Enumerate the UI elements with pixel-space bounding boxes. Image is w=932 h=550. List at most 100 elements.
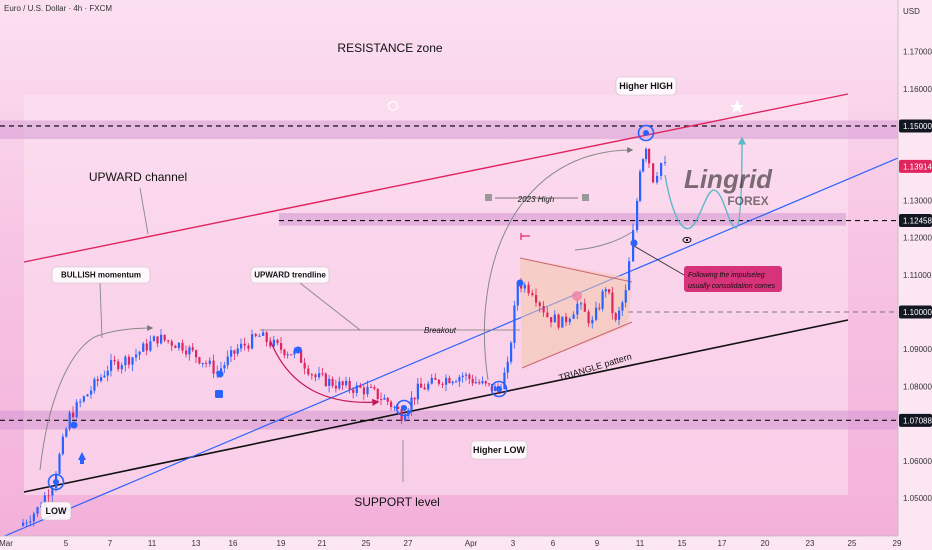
candle-body [149,341,152,351]
candle-body [568,318,571,323]
candle-body [163,334,166,341]
candle-body [307,368,310,375]
date-tick-label: 21 [318,539,327,548]
candle-body [276,339,279,344]
price-badge-label: 1.15000 [903,122,932,131]
candle-body [100,377,103,381]
upward-trendline-callout-text: UPWARD trendline [254,271,326,280]
candle-body [205,362,208,364]
support-trendline [23,319,849,493]
candles [22,147,667,527]
candle-body [272,339,275,347]
support-touch-marker-dot [401,405,407,411]
support-level-label: SUPPORT level [354,495,440,509]
candle-body [621,302,624,311]
date-tick-label: Mar [0,539,13,548]
candle-body [359,385,362,388]
candle-body [420,383,423,388]
candle-body [557,314,560,328]
candle-body [32,513,35,522]
candle-body [22,522,25,526]
triangle-lower-edge [521,321,633,369]
channel-callout-pointer [139,187,149,235]
price-tick-label: 1.08000 [903,382,932,391]
date-tick-label: 19 [277,539,286,548]
candle-body [145,343,148,351]
candle-body [580,303,583,305]
impulse-note-box [684,266,782,292]
candle-body [243,343,246,346]
resistance-band [0,120,898,140]
candle-body [75,402,78,418]
candle-body [124,356,127,366]
date-tick-label: 6 [551,539,556,548]
bullish-momentum-callout-box [51,266,151,284]
price-tick-label: 1.06000 [903,457,932,466]
upward-trendline [0,157,899,539]
candle-body [441,383,444,385]
candle-body [135,354,138,358]
candle-body [188,347,191,355]
candle-body [576,303,579,315]
candle-body [290,354,293,356]
candle-body [201,362,204,364]
candle-body [318,373,321,378]
candle-body [370,386,373,388]
candle-body [527,284,530,294]
price-tick-label: 1.12000 [903,234,932,243]
higher-high-callout: Higher HIGH [615,76,677,96]
breakout-label: Breakout [424,326,457,335]
candle-body [423,387,426,390]
candle-body [413,397,416,400]
candle-body [345,380,348,386]
date-tick-label: 23 [806,539,815,548]
candle-body [156,336,159,344]
candle-body [542,305,545,313]
date-tick-label: 27 [404,539,413,548]
eye-pupil [685,238,689,242]
candle-body [355,385,358,393]
candle-body [587,311,590,324]
candle-body [47,495,50,497]
candle-body [628,261,631,291]
plus-circle-icon [387,100,399,112]
price-badge-1-13914 [899,159,932,173]
range-marker-icon [520,233,530,240]
price-badge-label: 1.10000 [903,308,932,317]
candle-body [300,349,303,363]
candle-body [393,406,396,408]
date-tick-label: 16 [229,539,238,548]
candle-body [390,401,393,408]
impulse-note-line1: Following the impulseleg [688,272,765,279]
candle-body [604,289,607,292]
candle-body [565,316,568,323]
price-tick-label: 1.17000 [903,48,932,57]
candle-body [25,522,28,524]
candle-body [513,305,516,343]
candle-body [314,374,317,378]
candle-body [170,341,173,346]
candle-body [321,373,324,375]
candle-body [451,381,454,384]
higher-low-marker [490,380,508,398]
candle-body [373,387,376,389]
candle-body [458,376,461,382]
low-marker [47,473,65,491]
low-callout: LOW [40,501,72,521]
candle-body [636,200,639,231]
candle-body [608,289,611,293]
candle-body [468,374,471,379]
trendline-touch-dot [216,370,224,378]
candle-body [127,356,131,365]
candle-body [117,361,120,370]
price-badge-label: 1.13914 [903,162,932,171]
price-axis-bg [898,0,932,550]
candle-body [430,377,433,384]
candle-body [240,343,243,349]
candle-body [383,397,386,400]
candle-body [280,343,283,350]
rally-curve-2 [574,231,633,251]
candle-body [195,350,198,358]
date-tick-label: 17 [718,539,727,548]
